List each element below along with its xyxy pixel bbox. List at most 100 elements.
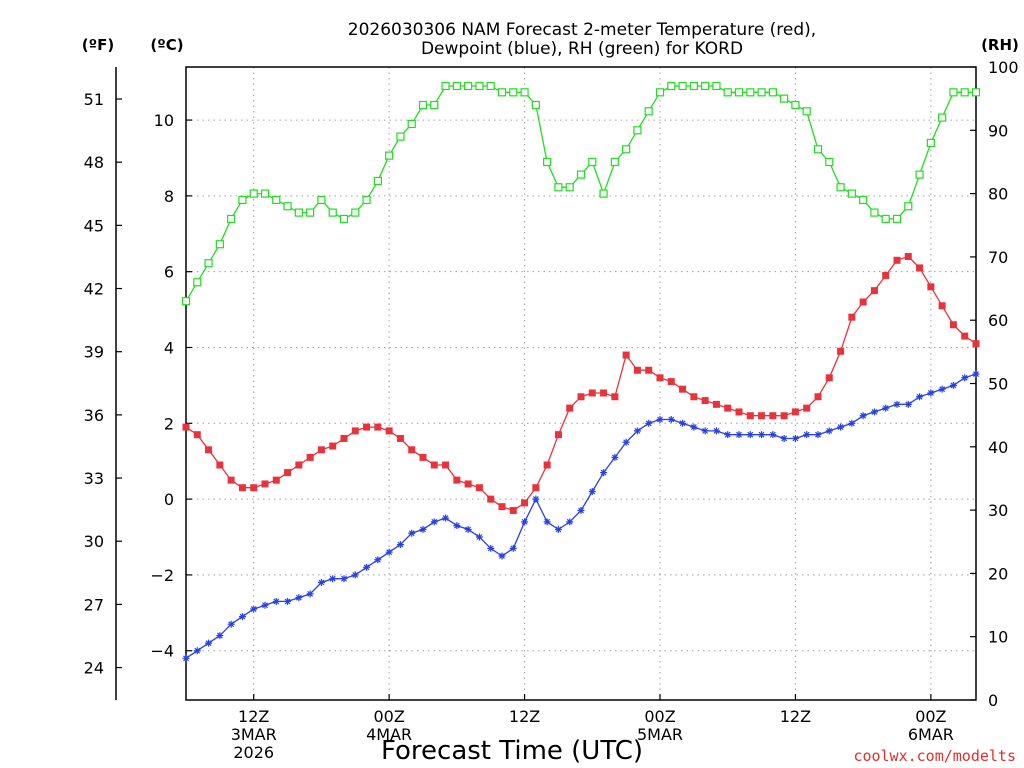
temperature-point bbox=[182, 423, 190, 431]
temperature-point bbox=[904, 253, 912, 261]
temperature-point bbox=[238, 484, 246, 492]
temperature-point bbox=[949, 321, 957, 329]
rh-point bbox=[272, 195, 281, 205]
rh-point bbox=[351, 208, 360, 217]
rh-point bbox=[328, 208, 337, 217]
time-tick-label: 12Z bbox=[238, 707, 269, 726]
temperature-point bbox=[295, 461, 303, 469]
dewpoint-point bbox=[803, 431, 811, 439]
dewpoint-point bbox=[622, 438, 630, 446]
fahrenheit-axis-header: (ºF) bbox=[82, 36, 114, 54]
temperature-point bbox=[825, 374, 833, 382]
rh-point bbox=[204, 259, 213, 268]
dewpoint-point bbox=[972, 370, 980, 378]
temperature-point bbox=[543, 461, 551, 469]
time-tick-label: 12Z bbox=[780, 707, 811, 726]
rh-point bbox=[802, 107, 811, 116]
fahrenheit-tick-label: 48 bbox=[84, 153, 104, 172]
temperature-point bbox=[396, 434, 404, 442]
rh-point bbox=[362, 195, 371, 205]
dewpoint-point bbox=[205, 639, 213, 647]
temperature-point bbox=[329, 442, 337, 450]
rh-point bbox=[306, 208, 315, 217]
rh-point bbox=[678, 81, 687, 91]
temperature-point bbox=[216, 461, 224, 469]
temperature-point bbox=[724, 404, 732, 412]
rh-point bbox=[588, 157, 597, 167]
rh-tick-label: 10 bbox=[988, 628, 1008, 647]
dewpoint-point bbox=[916, 393, 924, 401]
dewpoint-point bbox=[600, 469, 608, 477]
rh-point bbox=[509, 88, 518, 97]
temperature-point bbox=[532, 484, 540, 492]
dewpoint-point bbox=[317, 578, 325, 586]
dewpoint-point bbox=[374, 556, 382, 564]
temperature-point bbox=[814, 393, 822, 401]
temperature-point bbox=[870, 287, 878, 295]
rh-point bbox=[949, 88, 958, 97]
rh-point bbox=[655, 88, 665, 97]
dewpoint-point bbox=[859, 412, 867, 420]
rh-point bbox=[689, 81, 698, 91]
dewpoint-point bbox=[543, 518, 551, 526]
rh-tick-label: 0 bbox=[988, 691, 998, 710]
temperature-point bbox=[261, 480, 269, 488]
celsius-tick-label: 6 bbox=[164, 263, 174, 282]
rh-point bbox=[373, 176, 382, 186]
dewpoint-point bbox=[363, 563, 371, 571]
rh-point bbox=[644, 107, 653, 116]
dewpoint-point bbox=[453, 522, 461, 530]
series-line-dewpoint bbox=[185, 373, 977, 659]
fahrenheit-tick-label: 36 bbox=[84, 406, 104, 425]
rh-point bbox=[181, 297, 191, 306]
rh-point bbox=[870, 208, 879, 217]
dewpoint-point bbox=[938, 385, 946, 393]
temperature-point bbox=[453, 476, 461, 484]
rh-tick-label: 50 bbox=[988, 375, 1008, 394]
series-line-rh bbox=[185, 85, 976, 302]
temperature-point bbox=[284, 469, 292, 477]
temperature-point bbox=[667, 378, 675, 386]
rh-point bbox=[701, 81, 710, 91]
celsius-axis-header: (ºC) bbox=[150, 36, 183, 54]
dewpoint-point bbox=[464, 525, 472, 533]
temperature-point bbox=[566, 404, 574, 412]
temperature-point bbox=[611, 393, 619, 401]
dewpoint-point bbox=[272, 597, 280, 605]
dewpoint-point bbox=[329, 575, 337, 583]
rh-point bbox=[836, 183, 845, 192]
dewpoint-point bbox=[904, 400, 912, 408]
dewpoint-point bbox=[690, 423, 698, 431]
temperature-point bbox=[363, 423, 371, 431]
rh-point bbox=[215, 240, 224, 249]
rh-tick-label: 60 bbox=[988, 311, 1008, 330]
temperature-point bbox=[419, 453, 427, 461]
celsius-tick-label: 10 bbox=[154, 111, 174, 130]
dewpoint-point bbox=[961, 374, 969, 382]
temperature-point bbox=[735, 408, 743, 416]
rh-point bbox=[622, 145, 631, 154]
temperature-point bbox=[712, 400, 720, 408]
rh-point bbox=[294, 208, 303, 217]
rh-point bbox=[825, 157, 834, 167]
temperature-point bbox=[656, 374, 664, 382]
rh-point bbox=[543, 157, 552, 167]
dewpoint-point bbox=[532, 495, 540, 503]
temperature-point bbox=[803, 404, 811, 412]
temperature-point bbox=[227, 476, 235, 484]
rh-tick-label: 70 bbox=[988, 248, 1008, 267]
temperature-point bbox=[509, 506, 517, 514]
temperature-point bbox=[317, 446, 325, 454]
dewpoint-point bbox=[825, 427, 833, 435]
temperature-point bbox=[938, 302, 946, 310]
rh-point bbox=[892, 214, 902, 224]
temperature-point bbox=[385, 427, 393, 435]
dewpoint-point bbox=[521, 518, 529, 526]
temperature-point bbox=[600, 389, 608, 397]
rh-point bbox=[859, 195, 868, 205]
rh-point bbox=[960, 88, 969, 97]
fahrenheit-tick-label: 42 bbox=[84, 280, 104, 299]
dewpoint-point bbox=[701, 427, 709, 435]
temperature-point bbox=[374, 423, 382, 431]
fahrenheit-tick-label: 51 bbox=[84, 90, 104, 109]
